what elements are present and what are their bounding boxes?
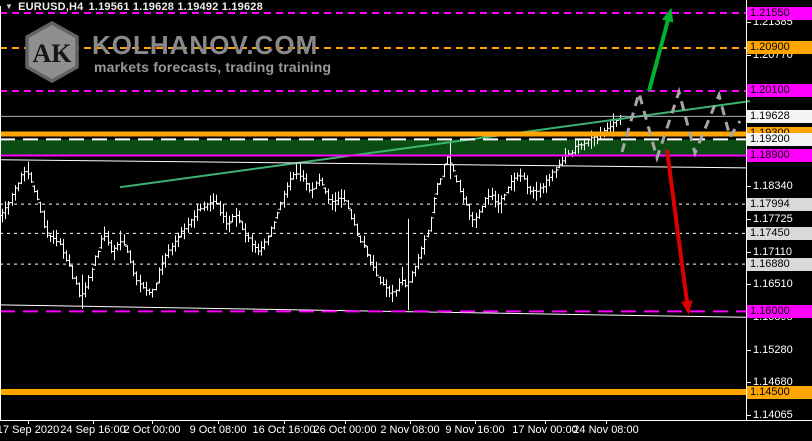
time-tick-label: 16 Oct 16:00	[252, 424, 316, 436]
price-tick-label: 1.14065	[753, 409, 793, 421]
time-tick-label: 9 Nov 16:00	[445, 424, 505, 436]
time-tick-mark	[606, 420, 607, 424]
bullish-scenario-arrow[interactable]	[647, 7, 674, 92]
time-tick-mark	[28, 420, 29, 424]
price-tick-label: 1.16510	[753, 278, 793, 290]
price-tick-mark	[746, 382, 751, 383]
time-tick-mark	[218, 420, 219, 424]
time-tick-label: 9 Oct 08:00	[189, 424, 247, 436]
time-tick-mark	[545, 420, 546, 424]
price-tick-mark	[746, 22, 751, 23]
time-tick-mark	[152, 420, 153, 424]
time-tick-mark	[93, 420, 94, 424]
price-level-label: 1.17450	[747, 227, 812, 240]
symbol-period-label: EURUSD,H4	[18, 1, 84, 13]
watermark-site-title: KOLHANOV.COM	[92, 30, 319, 60]
price-tick-label: 1.18340	[753, 180, 793, 192]
chart-title: ▼ EURUSD,H4 1.19561 1.19628 1.19492 1.19…	[5, 1, 263, 13]
upper-white-line[interactable]	[0, 159, 747, 169]
price-level-label: 1.19628	[747, 110, 812, 123]
time-tick-mark	[345, 420, 346, 424]
forecast-zigzag[interactable]	[620, 86, 742, 164]
time-tick-label: 17 Sep 2020	[0, 424, 60, 436]
price-level-label: 1.16880	[747, 258, 812, 271]
ohlc-values: 1.19561 1.19628 1.19492 1.19628	[88, 1, 263, 13]
logo-hexagon-icon: AK	[25, 21, 79, 83]
time-tick-label: 2 Oct 00:00	[123, 424, 181, 436]
price-level-label: 1.17994	[747, 198, 812, 211]
time-tick-label: 17 Nov 00:00	[512, 424, 578, 436]
price-tick-label: 1.17110	[753, 246, 792, 258]
bearish-scenario-arrow[interactable]	[665, 149, 693, 315]
time-tick-mark	[410, 420, 411, 424]
watermark-tagline: markets forecasts, trading training	[94, 59, 332, 75]
dropdown-triangle-icon: ▼	[5, 2, 14, 11]
price-tick-mark	[746, 55, 751, 56]
support-zone[interactable]	[0, 139, 746, 156]
price-bars	[0, 113, 623, 311]
logo-initials: AK	[33, 39, 73, 68]
price-level-label: 1.20900	[747, 41, 812, 54]
price-level-label: 1.21550	[747, 7, 812, 20]
price-tick-mark	[746, 415, 751, 416]
time-tick-label: 24 Nov 08:00	[573, 424, 639, 436]
price-tick-mark	[746, 252, 751, 253]
price-tick-mark	[746, 284, 751, 285]
time-tick-mark	[475, 420, 476, 424]
price-tick-label: 1.14680	[753, 376, 793, 388]
watermark-logo: AK KOLHANOV.COM markets forecasts, tradi…	[24, 20, 354, 84]
time-tick-label: 26 Oct 00:00	[313, 424, 377, 436]
price-tick-mark	[746, 219, 751, 220]
price-level-label: 1.14500	[747, 386, 812, 399]
price-tick-mark	[746, 350, 751, 351]
time-tick-label: 24 Sep 16:00	[60, 424, 126, 436]
price-level-label: 1.16000	[747, 305, 812, 318]
price-level-label: 1.19200	[747, 133, 812, 146]
price-tick-mark	[746, 186, 751, 187]
price-level-label: 1.18900	[747, 149, 812, 162]
price-tick-label: 1.17725	[753, 213, 793, 225]
time-tick-label: 2 Nov 08:00	[380, 424, 440, 436]
price-tick-label: 1.15280	[753, 344, 793, 356]
time-tick-mark	[284, 420, 285, 424]
price-level-label: 1.20100	[747, 84, 812, 97]
